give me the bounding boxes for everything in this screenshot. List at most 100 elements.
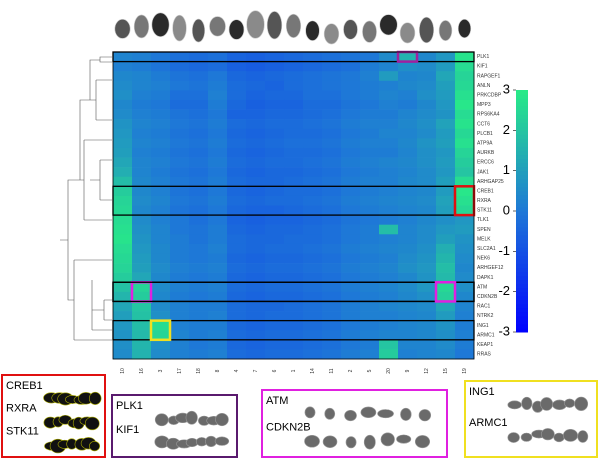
heat-cell [398,52,418,62]
heat-cell [455,138,475,149]
colorbar-segment [516,150,528,156]
heat-cell [113,234,133,245]
cell-thumbnail [323,23,340,45]
heat-cell [379,330,399,341]
heat-cell [170,272,190,283]
heat-cell [398,320,418,331]
heat-cell [246,61,266,72]
heat-cell [322,234,342,245]
cell-image [88,391,102,405]
heat-cell [455,109,475,120]
heat-cell [322,311,342,321]
row-label: SLC2A1 [477,246,496,252]
cell-image [304,434,320,448]
cell-highlight [149,319,172,342]
heat-cell [284,234,304,245]
heat-cell [436,99,456,110]
heat-cell [322,52,342,62]
heat-cell [284,109,304,120]
colorbar-tick-label: -3 [498,323,510,338]
heat-cell [132,147,152,158]
column-label: 7 [253,369,259,372]
heat-cell [360,195,380,206]
column-label: 1 [291,369,297,372]
heat-cell [436,138,456,149]
heat-cell [246,109,266,120]
heat-cell [379,109,399,120]
colorbar-segment [516,323,528,329]
heat-cell [208,109,228,120]
heat-cell [436,61,456,72]
heat-cell [341,128,361,139]
cell-thumbnail [285,13,302,38]
heat-cell [208,128,228,139]
heat-cell [360,71,380,82]
colorbar-tick-label: -1 [498,243,510,258]
heat-cell [322,167,342,178]
row-label: TLK1 [477,217,489,223]
heat-cell [398,138,418,149]
heat-cell [436,320,456,331]
heat-cell [455,99,475,110]
heat-cell [360,61,380,72]
heat-cell [208,167,228,178]
heat-cell [189,90,209,101]
heat-cell [417,311,437,321]
heat-cell [151,157,171,168]
panel-label: STK11 [6,425,39,437]
colorbar-segment [516,94,528,99]
heat-cell [132,263,152,273]
colorbar-segment [516,174,528,180]
heat-cell [246,147,266,158]
heat-cell [246,253,266,264]
heat-cell [151,320,171,331]
heat-cell [170,205,190,216]
heat-cell [303,186,323,197]
heat-cell [284,167,304,178]
heat-cell [265,301,285,312]
panel-label: ING1 [469,386,495,398]
heat-cell [246,330,266,341]
heat-cell [265,215,285,225]
heat-cell [455,195,475,206]
heat-cell [113,224,133,235]
heat-cell [132,186,152,197]
heat-cell [246,243,266,254]
heat-cell [303,234,323,245]
heat-cell [132,339,152,350]
heat-cell [246,320,266,331]
heat-cell [227,263,247,273]
heat-cell [303,119,323,130]
heat-cell [208,119,228,130]
heat-cell [455,282,475,293]
colorbar-segment [516,138,528,143]
column-label: 8 [215,369,221,372]
heat-cell [341,272,361,283]
heat-cell [303,205,323,216]
row-label: MELK [477,236,491,242]
row-label: CDKN2B [477,294,498,300]
heat-cell [208,99,228,110]
row-label: RAPGEF1 [477,73,501,79]
heat-cell [265,99,285,110]
heat-cell [417,61,437,72]
heat-cell [151,224,171,235]
heat-cell [170,320,190,331]
heat-cell [284,147,304,158]
heat-cell [132,71,152,82]
heat-cell [284,52,304,62]
cell-thumbnail [114,19,131,39]
heat-cell [303,291,323,302]
heat-cell [379,272,399,283]
heat-cell [170,301,190,312]
heat-cell [132,224,152,235]
heat-cell [151,147,171,158]
heat-cell [132,311,152,321]
heat-cell [246,90,266,101]
colorbar-segment [516,110,528,115]
heat-cell [246,138,266,149]
row-label: CREB1 [477,188,494,194]
heat-cell [208,263,228,273]
heat-cell [265,263,285,273]
